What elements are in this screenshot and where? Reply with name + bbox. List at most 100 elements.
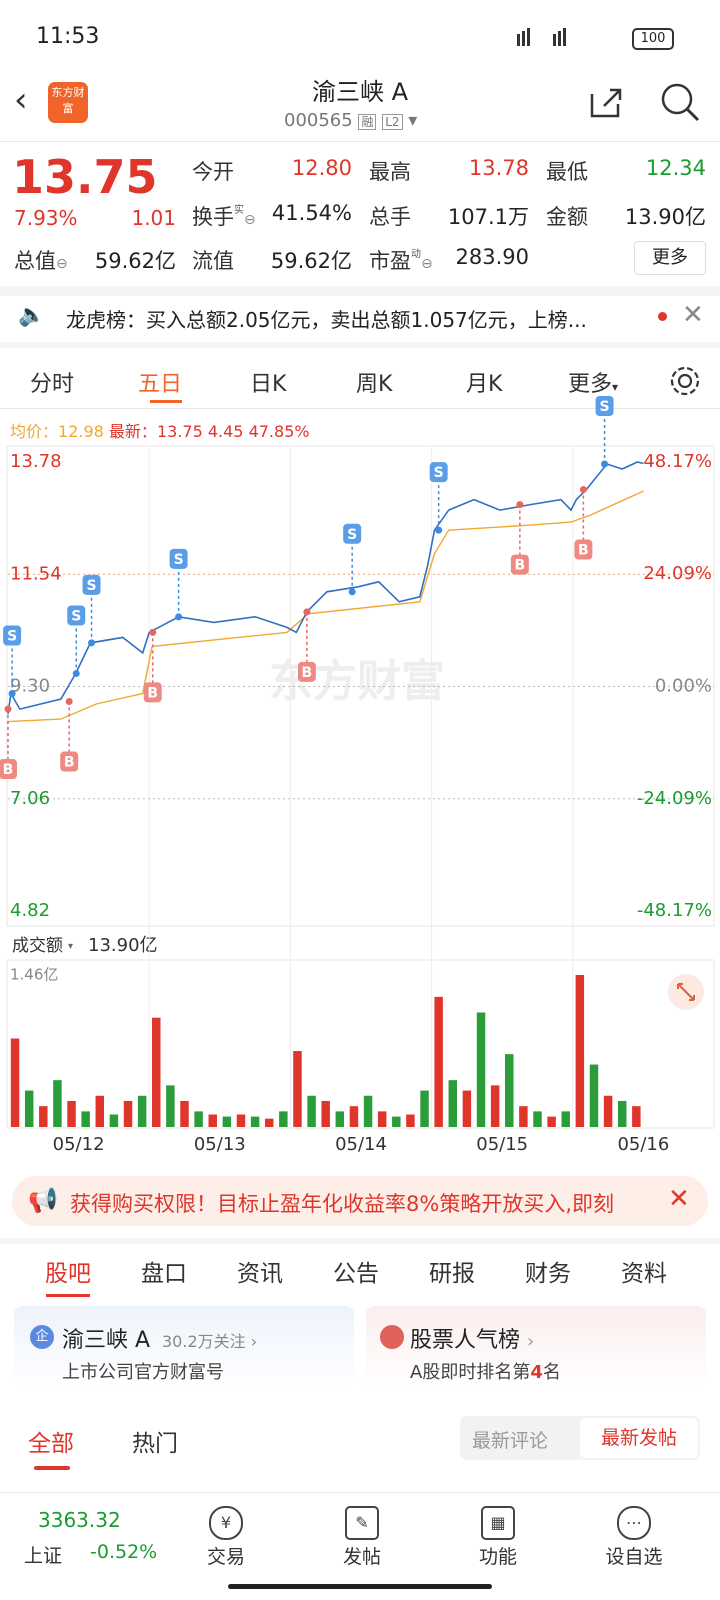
status-time: 11:53 — [36, 24, 100, 49]
volume-bar — [137, 1095, 147, 1127]
bottom-nav: ¥ 交易 ✎ 发帖 ▦ 功能 ⋯ 设自选 — [0, 1500, 720, 1570]
y-tick-label: 11.54 — [10, 563, 62, 584]
date-label: 05/16 — [617, 1134, 669, 1155]
avg-label: 均价： — [10, 422, 59, 441]
section-tab[interactable]: 资讯 — [237, 1261, 283, 1287]
field-value: 13.78 — [468, 156, 529, 180]
notice-text[interactable]: 龙虎榜：买入总额2.05亿元，卖出总额1.057亿元，上榜... — [66, 308, 587, 332]
chart-tab[interactable]: 日K — [250, 372, 287, 397]
home-indicator — [228, 1584, 492, 1589]
rank: 4 — [530, 1362, 543, 1383]
prefix: A股即时排名第 — [410, 1362, 531, 1383]
chart-info: 均价：12.98 最新：13.75 4.45 47.85% — [10, 418, 310, 442]
filter-active[interactable]: 全部 — [28, 1431, 74, 1457]
latest-label: 最新： — [108, 422, 157, 441]
volume-bar — [575, 975, 585, 1127]
section-tab-active[interactable]: 股吧 — [45, 1261, 91, 1287]
marker-point — [348, 588, 356, 596]
marker-label: S — [600, 399, 610, 415]
volume-frame — [6, 959, 715, 1129]
settings-icon[interactable] — [668, 364, 702, 398]
ad-banner[interactable] — [12, 1176, 708, 1226]
y2-tick-label: 24.09% — [643, 563, 712, 584]
volume-bar — [434, 996, 443, 1127]
section-tab[interactable]: 研报 — [429, 1261, 475, 1287]
volume-total: 13.90亿 — [88, 935, 158, 956]
index-name: 上证 — [24, 1545, 63, 1567]
volume-bar — [476, 1012, 486, 1127]
notice-close[interactable]: ✕ — [682, 300, 704, 330]
marker-point — [435, 526, 443, 534]
company-card[interactable] — [14, 1306, 354, 1388]
section-tab[interactable]: 财务 — [525, 1261, 571, 1287]
section-tab[interactable]: 盘口 — [141, 1261, 187, 1287]
y-tick-label: 9.30 — [10, 676, 50, 697]
field-label: 金额 — [546, 205, 588, 229]
volume-bar — [363, 1095, 373, 1127]
divider — [0, 1492, 720, 1493]
company-name: 渝三峡 A — [62, 1328, 151, 1353]
rank-icon — [380, 1325, 404, 1349]
volume-bar — [109, 1114, 119, 1127]
marker-point — [72, 669, 80, 677]
volume-bar — [264, 1118, 274, 1127]
filter[interactable]: 热门 — [132, 1431, 178, 1457]
rank-sub: A股即时排名第4名 — [410, 1358, 561, 1384]
volume-bar — [406, 1114, 415, 1127]
ad-close[interactable]: ✕ — [668, 1184, 690, 1214]
divider — [0, 141, 720, 142]
field-value: 59.62亿 — [270, 249, 352, 273]
date-label: 05/14 — [335, 1134, 387, 1155]
marker-badge — [343, 523, 362, 544]
chart-tab[interactable]: 分时 — [30, 372, 75, 397]
nav-label[interactable]: 交易 — [206, 1546, 245, 1568]
volume-bar — [53, 1080, 62, 1127]
field-label: 流值 — [192, 249, 234, 273]
code: 000565 — [284, 110, 353, 131]
more-button[interactable]: 更多 — [634, 241, 706, 275]
volume-bar — [533, 1111, 542, 1127]
company-sub: 上市公司官方财富号 — [62, 1362, 224, 1383]
latest-value: 13.75 — [156, 422, 203, 441]
chart-tab[interactable]: 周K — [356, 372, 393, 397]
ad-text[interactable]: 获得购买权限！目标止盈年化收益率8%策略开放买入,即刻 — [70, 1192, 614, 1216]
field-label: 最高 — [369, 160, 411, 184]
chart-tab[interactable]: 月K — [466, 372, 503, 397]
sort-option-active[interactable]: 最新发帖 — [580, 1418, 698, 1458]
marker-point — [579, 486, 587, 494]
chart-tab[interactable]: 更多▾ — [568, 372, 619, 397]
latest-change: 4.45 — [207, 422, 244, 441]
volume-bar — [123, 1100, 133, 1127]
nav-label[interactable]: 设自选 — [605, 1546, 663, 1568]
nav-label[interactable]: 功能 — [478, 1546, 517, 1568]
volume-bar — [603, 1095, 613, 1127]
search-icon[interactable] — [658, 80, 702, 124]
label: 换手 — [192, 205, 234, 229]
field-value: 13.90亿 — [624, 205, 706, 229]
volume-bar — [81, 1111, 90, 1127]
logo: 东方财富 — [48, 82, 88, 123]
chart-tab-active[interactable]: 五日 — [138, 372, 183, 397]
sort-option[interactable]: 最新评论 — [472, 1430, 549, 1452]
field-label: 总值⊖ — [14, 249, 68, 273]
back-button[interactable]: ‹ — [14, 80, 28, 120]
y-tick-label: 13.78 — [10, 451, 62, 472]
share-icon[interactable] — [586, 82, 626, 122]
section-tab[interactable]: 资料 — [621, 1261, 667, 1287]
expand-icon — [677, 983, 695, 1001]
field-value: 12.80 — [291, 156, 352, 180]
marker-label: B — [147, 685, 158, 701]
marker-label: S — [174, 552, 184, 568]
volume-bar — [39, 1106, 48, 1127]
section-tab[interactable]: 公告 — [333, 1261, 379, 1287]
section-tabs: 股吧 盘口 资讯 公告 研报 财务 资料 — [0, 1254, 720, 1290]
volume-bar — [180, 1100, 189, 1127]
volume-bar — [617, 1100, 627, 1127]
volume-bar — [561, 1111, 570, 1127]
gap — [0, 286, 720, 296]
nav-label[interactable]: 发帖 — [342, 1546, 381, 1568]
field-label: 市盈动⊖ — [369, 249, 433, 273]
rank-card[interactable] — [366, 1306, 706, 1388]
marker-point — [601, 460, 609, 468]
y-tick-label: 7.06 — [10, 788, 50, 809]
